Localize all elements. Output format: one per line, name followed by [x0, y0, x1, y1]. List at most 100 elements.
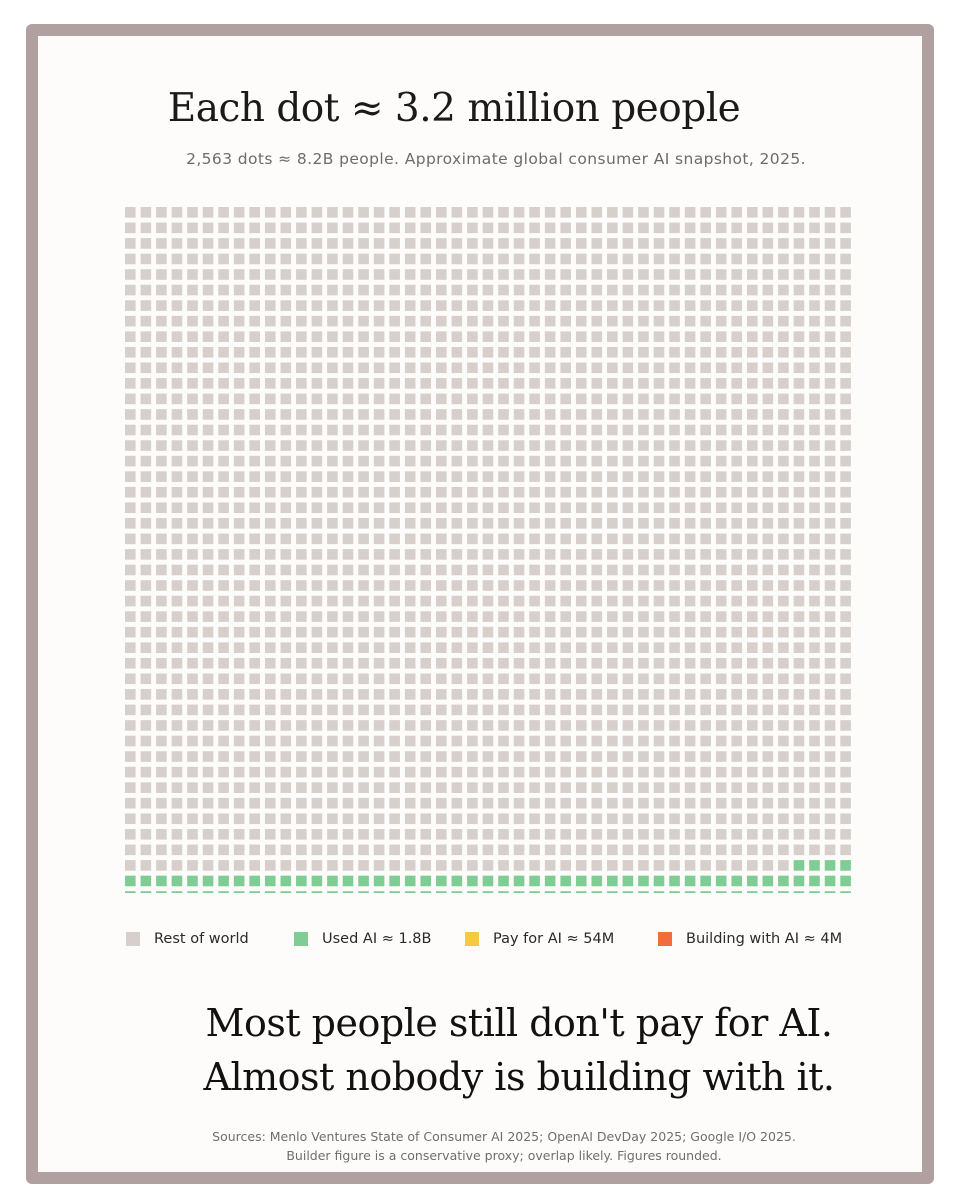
- dot-rest: [358, 735, 369, 747]
- dot-used: [513, 875, 525, 887]
- dot-rest: [249, 844, 260, 856]
- dot-rest: [358, 844, 369, 856]
- dot-rest: [498, 813, 509, 825]
- dot-rest: [513, 766, 525, 778]
- dot-rest: [280, 813, 292, 825]
- dot-rest: [513, 813, 525, 825]
- dot-rest: [280, 331, 292, 342]
- dot-rest: [249, 346, 260, 358]
- dot-rest: [140, 844, 152, 856]
- dot-rest: [156, 735, 167, 747]
- dot-rest: [296, 238, 307, 249]
- dot-rest: [747, 611, 758, 622]
- dot-rest: [280, 657, 292, 669]
- dot-rest: [264, 549, 276, 560]
- dot-rest: [171, 782, 183, 793]
- dot-used: [249, 875, 260, 887]
- dot-rest: [498, 222, 509, 234]
- dot-rest: [684, 378, 696, 389]
- dot-rest: [280, 642, 292, 653]
- dot-rest: [778, 455, 789, 467]
- dot-rest: [342, 642, 354, 653]
- dot-rest: [544, 486, 556, 498]
- dot-rest: [498, 346, 509, 358]
- dot-rest: [575, 300, 587, 311]
- dot-rest: [575, 409, 587, 420]
- dot-rest: [669, 797, 680, 809]
- dot-rest: [544, 331, 556, 342]
- dot-rest: [296, 533, 307, 545]
- dot-rest: [342, 238, 354, 249]
- dot-rest: [327, 393, 338, 405]
- dot-rest: [233, 378, 245, 389]
- dot-rest: [762, 269, 774, 280]
- dot-rest: [296, 269, 307, 280]
- dot-rest: [653, 455, 665, 467]
- dot-rest: [840, 673, 851, 685]
- dot-rest: [684, 580, 696, 591]
- dot-rest: [451, 704, 463, 716]
- dot-used: [498, 891, 509, 893]
- dot-rest: [311, 860, 323, 871]
- dot-rest: [809, 393, 820, 405]
- dot-rest: [311, 207, 323, 218]
- dot-rest: [436, 269, 447, 280]
- dot-rest: [218, 564, 229, 576]
- dot-rest: [544, 549, 556, 560]
- dot-rest: [218, 253, 229, 265]
- dot-rest: [389, 844, 400, 856]
- dot-rest: [747, 766, 758, 778]
- dot-rest: [793, 222, 805, 234]
- dot-rest: [840, 564, 851, 576]
- dot-rest: [824, 331, 836, 342]
- dot-rest: [187, 207, 198, 218]
- dot-rest: [451, 362, 463, 374]
- dot-rest: [809, 455, 820, 467]
- dot-rest: [467, 362, 478, 374]
- dot-rest: [575, 269, 587, 280]
- dot-rest: [233, 564, 245, 576]
- dot-rest: [467, 253, 478, 265]
- dot-rest: [420, 751, 432, 762]
- dot-rest: [296, 409, 307, 420]
- dot-rest: [809, 284, 820, 296]
- dot-rest: [358, 346, 369, 358]
- dot-used: [653, 875, 665, 887]
- dot-rest: [715, 860, 727, 871]
- dot-rest: [622, 253, 634, 265]
- dot-rest: [187, 346, 198, 358]
- dot-used: [840, 875, 851, 887]
- dot-used: [171, 891, 183, 893]
- dot-rest: [171, 331, 183, 342]
- dot-rest: [824, 657, 836, 669]
- dot-rest: [498, 238, 509, 249]
- dot-rest: [653, 518, 665, 529]
- dot-rest: [467, 766, 478, 778]
- dot-rest: [715, 580, 727, 591]
- dot-rest: [202, 735, 214, 747]
- sources-footer: Sources: Menlo Ventures State of Consume…: [0, 1127, 960, 1165]
- dot-rest: [218, 300, 229, 311]
- dot-rest: [482, 409, 494, 420]
- dot-rest: [700, 797, 711, 809]
- dot-rest: [467, 657, 478, 669]
- dot-rest: [420, 518, 432, 529]
- dot-rest: [342, 797, 354, 809]
- dot-used: [778, 875, 789, 887]
- dot-rest: [467, 829, 478, 840]
- dot-rest: [575, 346, 587, 358]
- dot-rest: [778, 657, 789, 669]
- dot-rest: [824, 751, 836, 762]
- dot-rest: [436, 486, 447, 498]
- dot-rest: [467, 860, 478, 871]
- dot-rest: [202, 689, 214, 700]
- dot-rest: [140, 595, 152, 607]
- dot-rest: [482, 735, 494, 747]
- dot-rest: [202, 409, 214, 420]
- dot-used: [218, 875, 229, 887]
- legend-item-rest: Rest of world: [126, 931, 249, 947]
- dot-rest: [187, 300, 198, 311]
- dot-rest: [264, 564, 276, 576]
- dot-rest: [824, 284, 836, 296]
- dot-rest: [715, 829, 727, 840]
